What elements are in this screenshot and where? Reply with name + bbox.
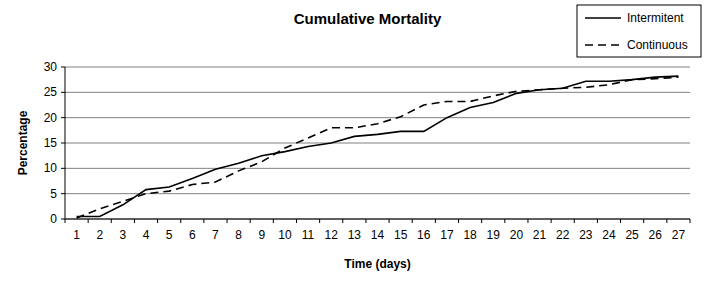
tick-label: 10 xyxy=(44,161,58,175)
tick-label: 13 xyxy=(348,228,362,242)
tick-mark xyxy=(203,219,204,223)
tick-label: 2 xyxy=(96,228,103,242)
series-line xyxy=(77,77,679,218)
tick-label: 0 xyxy=(50,212,57,226)
tick-label: 3 xyxy=(120,228,127,242)
tick-mark xyxy=(643,219,644,223)
tick-label: 11 xyxy=(302,228,315,242)
tick-mark xyxy=(61,67,65,68)
tick-label: 1 xyxy=(73,228,80,242)
x-axis xyxy=(65,219,690,220)
tick-mark xyxy=(574,219,575,223)
tick-label: 20 xyxy=(44,111,58,125)
tick-label: 5 xyxy=(166,228,173,242)
tick-mark xyxy=(61,168,65,169)
plot-area xyxy=(77,76,679,218)
tick-mark xyxy=(134,219,135,223)
tick-label: 12 xyxy=(325,228,339,242)
grid-line xyxy=(65,67,690,68)
tick-mark xyxy=(227,219,228,223)
tick-mark xyxy=(527,219,528,223)
tick-mark xyxy=(481,219,482,223)
tick-mark xyxy=(597,219,598,223)
tick-mark xyxy=(551,219,552,223)
tick-mark xyxy=(61,92,65,93)
tick-mark xyxy=(342,219,343,223)
tick-label: 5 xyxy=(50,187,57,201)
tick-label: 25 xyxy=(44,85,58,99)
tick-mark xyxy=(180,219,181,223)
tick-label: 27 xyxy=(672,228,686,242)
tick-mark xyxy=(65,219,66,223)
tick-mark xyxy=(504,219,505,223)
tick-label: 17 xyxy=(440,228,454,242)
series-line xyxy=(77,76,679,216)
x-axis-label: Time (days) xyxy=(344,257,410,271)
legend-label: Intermitent xyxy=(627,11,684,25)
tick-mark xyxy=(620,219,621,223)
tick-label: 10 xyxy=(278,228,292,242)
legend-swatch xyxy=(585,17,621,19)
tick-mark xyxy=(365,219,366,223)
tick-label: 23 xyxy=(579,228,593,242)
grid-line xyxy=(65,92,690,93)
tick-mark xyxy=(296,219,297,223)
tick-mark xyxy=(111,219,112,223)
legend: Intermitent Continuous xyxy=(577,5,701,57)
legend-label: Continuous xyxy=(627,38,688,52)
tick-mark xyxy=(61,117,65,118)
tick-mark xyxy=(88,219,89,223)
tick-mark xyxy=(250,219,251,223)
legend-box xyxy=(577,5,701,57)
grid-line xyxy=(65,117,690,118)
tick-mark xyxy=(458,219,459,223)
tick-mark xyxy=(435,219,436,223)
title: Cumulative Mortality xyxy=(294,10,442,27)
grid-line xyxy=(65,193,690,194)
tick-label: 24 xyxy=(602,228,616,242)
chart: Cumulative Mortality05101520253012345678… xyxy=(0,0,715,292)
tick-label: 20 xyxy=(510,228,524,242)
tick-label: 9 xyxy=(258,228,265,242)
tick-label: 21 xyxy=(533,228,547,242)
tick-mark xyxy=(61,193,65,194)
tick-label: 30 xyxy=(44,60,58,74)
tick-mark xyxy=(319,219,320,223)
legend-swatch xyxy=(585,44,621,46)
grid-line xyxy=(65,219,690,220)
y-axis-label: Percentage xyxy=(16,110,30,175)
tick-label: 7 xyxy=(212,228,219,242)
grid-line xyxy=(65,168,690,169)
tick-mark xyxy=(690,219,691,223)
tick-label: 8 xyxy=(235,228,242,242)
tick-label: 18 xyxy=(463,228,477,242)
tick-label: 15 xyxy=(394,228,408,242)
tick-mark xyxy=(61,143,65,144)
tick-label: 19 xyxy=(487,228,501,242)
grid-line xyxy=(65,143,690,144)
tick-label: 14 xyxy=(371,228,385,242)
y-axis xyxy=(65,67,66,219)
tick-label: 22 xyxy=(556,228,570,242)
tick-mark xyxy=(61,219,65,220)
tick-mark xyxy=(389,219,390,223)
tick-mark xyxy=(273,219,274,223)
tick-mark xyxy=(666,219,667,223)
tick-label: 6 xyxy=(189,228,196,242)
tick-label: 16 xyxy=(417,228,431,242)
tick-label: 15 xyxy=(44,136,58,150)
tick-label: 26 xyxy=(649,228,663,242)
tick-label: 25 xyxy=(625,228,639,242)
tick-mark xyxy=(412,219,413,223)
tick-mark xyxy=(157,219,158,223)
tick-label: 4 xyxy=(143,228,150,242)
